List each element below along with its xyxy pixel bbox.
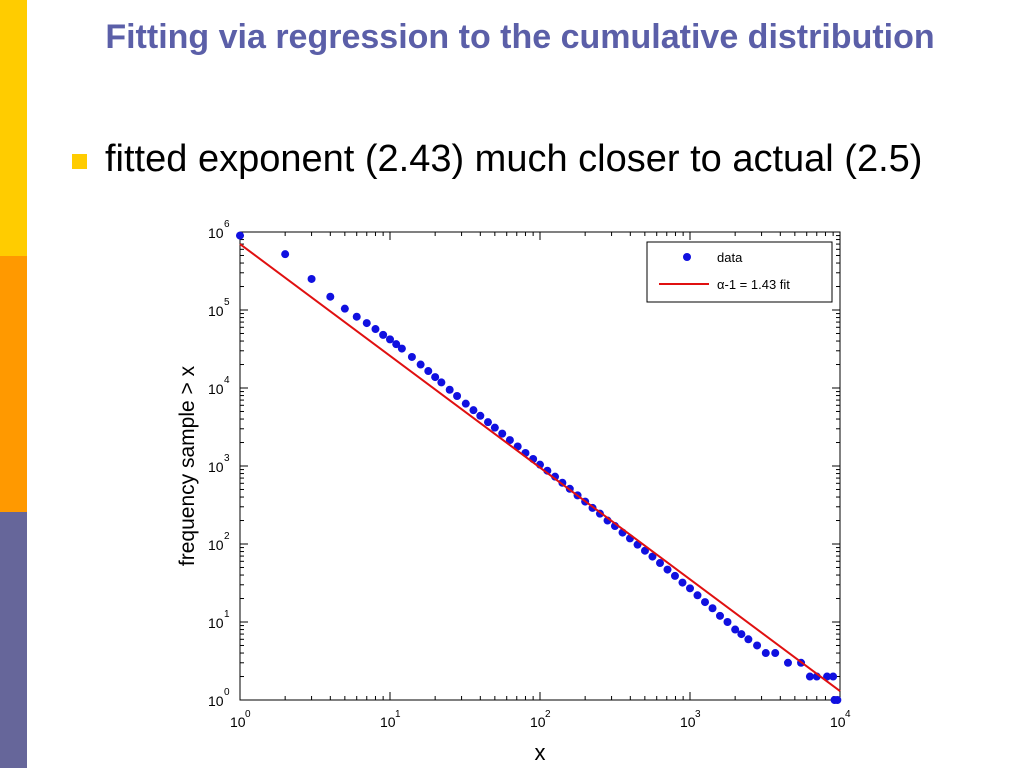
data-point — [445, 385, 454, 394]
legend-label-fit: α-1 = 1.43 fit — [717, 277, 790, 292]
data-point — [731, 625, 740, 634]
y-tick-label-exponent: 0 — [224, 687, 230, 698]
x-tick-label-base: 10 — [830, 714, 846, 730]
y-tick-label-base: 10 — [208, 615, 224, 631]
data-point — [461, 399, 470, 408]
x-tick-label-exponent: 2 — [545, 709, 551, 720]
slide-title: Fitting via regression to the cumulative… — [105, 18, 935, 56]
data-point — [723, 618, 732, 626]
data-point — [340, 304, 349, 313]
data-point — [424, 367, 433, 376]
data-point — [678, 578, 687, 587]
side-bar-orange — [0, 256, 27, 512]
x-tick-label-base: 10 — [230, 714, 246, 730]
data-point — [371, 325, 380, 334]
data-point — [505, 436, 514, 445]
data-point — [281, 250, 290, 259]
side-bar-yellow — [0, 0, 27, 256]
data-point — [761, 649, 770, 658]
data-point — [833, 696, 842, 704]
bullet-square-icon — [72, 154, 87, 169]
bullet-text: fitted exponent (2.43) much closer to ac… — [105, 138, 923, 180]
x-tick-label-base: 10 — [380, 714, 396, 730]
data-point — [476, 411, 485, 420]
data-point — [716, 611, 725, 620]
y-tick-label-exponent: 2 — [224, 531, 230, 542]
y-tick-label-base: 10 — [208, 693, 224, 709]
data-point — [379, 330, 388, 339]
fit-line — [239, 243, 841, 692]
y-tick-label-exponent: 6 — [224, 219, 230, 230]
data-point — [744, 635, 753, 644]
data-point — [656, 559, 665, 568]
y-axis-label: frequency sample > x — [176, 365, 199, 566]
data-point — [362, 319, 371, 328]
x-tick-label-exponent: 4 — [845, 709, 851, 720]
data-point — [686, 584, 694, 593]
y-tick-label-exponent: 1 — [224, 609, 230, 620]
data-point — [701, 598, 710, 607]
y-tick-label-base: 10 — [208, 537, 224, 553]
data-point — [416, 360, 425, 369]
y-tick-label-base: 10 — [208, 303, 224, 319]
y-tick-label-exponent: 5 — [224, 297, 230, 308]
data-point — [648, 552, 657, 561]
data-point — [431, 373, 440, 382]
data-point — [670, 571, 679, 580]
data-point — [693, 591, 702, 600]
x-tick-label-exponent: 3 — [695, 709, 701, 720]
legend-box — [646, 241, 833, 303]
data-point — [307, 274, 316, 283]
y-tick-label-base: 10 — [208, 225, 224, 241]
data-point — [737, 630, 746, 639]
data-point — [407, 352, 416, 361]
data-point — [352, 312, 361, 321]
legend-label-data: data — [717, 250, 743, 265]
y-tick-label-base: 10 — [208, 459, 224, 475]
data-point — [490, 423, 499, 432]
legend-data-marker — [683, 253, 691, 261]
data-point — [326, 292, 335, 301]
data-point — [469, 406, 478, 415]
bullet-row: fitted exponent (2.43) much closer to ac… — [72, 138, 922, 181]
data-point — [823, 672, 832, 681]
y-tick-label-exponent: 4 — [224, 375, 230, 386]
data-point — [753, 641, 762, 650]
data-point — [783, 658, 792, 667]
data-point — [397, 344, 406, 353]
data-point — [386, 335, 394, 344]
x-tick-label-base: 10 — [680, 714, 696, 730]
y-tick-label-exponent: 3 — [224, 453, 230, 464]
data-point — [453, 391, 462, 400]
x-tick-label-base: 10 — [530, 714, 546, 730]
side-bar-purple — [0, 512, 27, 768]
data-point — [437, 378, 446, 387]
data-point — [483, 418, 492, 427]
data-point — [392, 340, 401, 349]
data-point — [498, 429, 507, 438]
data-point — [708, 604, 717, 613]
data-point — [640, 546, 649, 555]
data-point — [663, 565, 672, 574]
data-point — [829, 672, 838, 681]
data-point — [236, 231, 244, 240]
x-tick-label-exponent: 0 — [245, 709, 251, 720]
x-tick-label-exponent: 1 — [395, 709, 401, 720]
data-point — [771, 649, 780, 658]
x-axis-label: x — [535, 740, 546, 765]
y-tick-label-base: 10 — [208, 381, 224, 397]
data-point — [551, 472, 560, 481]
data-point — [805, 672, 814, 681]
